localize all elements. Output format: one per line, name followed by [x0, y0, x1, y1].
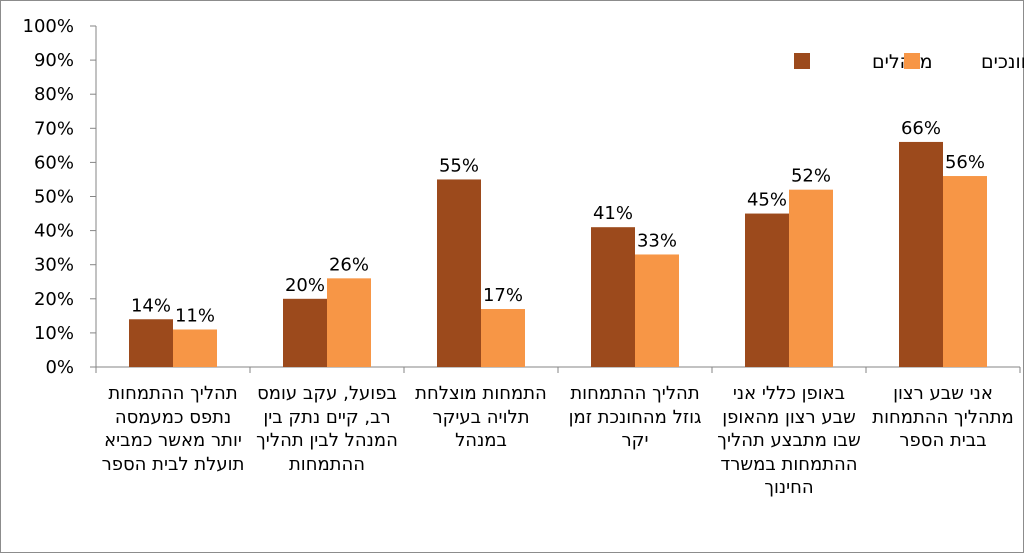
y-tick-label: 40% [34, 221, 74, 242]
legend-label-managers: מנהלים [872, 51, 933, 73]
data-label: 26% [329, 254, 369, 275]
y-tick-label: 60% [34, 152, 74, 173]
data-label: 56% [945, 152, 985, 173]
y-tick-label: 30% [34, 255, 74, 276]
bar-mentors [943, 176, 987, 367]
category-label: תהליך ההתמחות נתפס כמעמסה יותר מאשר כמבי… [101, 383, 245, 475]
legend-label-mentors: חונכים [981, 51, 1024, 73]
legend: מנהלים חונכים [794, 51, 1024, 73]
y-tick-label: 100% [23, 16, 74, 37]
y-tick-label: 90% [34, 50, 74, 71]
y-tick-label: 0% [45, 357, 74, 378]
category-label: בפועל, עקב עומס רב, קיים נתק בין המנהל ל… [256, 383, 398, 475]
bar-managers [129, 319, 173, 367]
legend-swatch-mentors [904, 53, 920, 69]
category-label: אני שבע רצון מתהליך ההתמחות בבית הספר [872, 383, 1014, 451]
bar-managers [745, 213, 789, 367]
bar-mentors [635, 254, 679, 367]
legend-swatch-managers [794, 53, 810, 69]
bar-mentors [789, 189, 833, 367]
y-tick-label: 10% [34, 323, 74, 344]
y-tick-label: 20% [34, 289, 74, 310]
data-label: 17% [483, 285, 523, 306]
category-label: באופן כללי אני שבע רצון מהאופן שבו מתבצע… [717, 383, 861, 498]
category-label: התמחות מוצלחת תלויה בעיקר במנהל [415, 383, 547, 451]
data-label: 55% [439, 155, 479, 176]
y-tick-label: 70% [34, 118, 74, 139]
data-label: 33% [637, 230, 677, 251]
data-label: 11% [175, 305, 215, 326]
bar-managers [899, 141, 943, 367]
plot-area: 0% 10% 20% 30% 40% 50% 60% 70% 80% 90% 100% 14% 20% 5… [23, 16, 1021, 378]
bar-managers [591, 227, 635, 367]
category-label: תהליך ההתמחות גוזל מהחונכת זמן יקר [568, 383, 702, 451]
bar-mentors [481, 309, 525, 367]
bar-mentors [327, 278, 371, 367]
y-tick-label: 50% [34, 187, 74, 208]
data-label: 52% [791, 166, 831, 187]
data-label: 66% [901, 118, 941, 139]
data-label: 45% [747, 190, 787, 211]
bar-managers [437, 179, 481, 367]
data-label: 14% [131, 295, 171, 316]
bar-mentors [173, 329, 217, 367]
bar-managers [283, 298, 327, 367]
y-tick-label: 80% [34, 84, 74, 105]
data-label: 20% [285, 275, 325, 296]
data-label: 41% [593, 203, 633, 224]
